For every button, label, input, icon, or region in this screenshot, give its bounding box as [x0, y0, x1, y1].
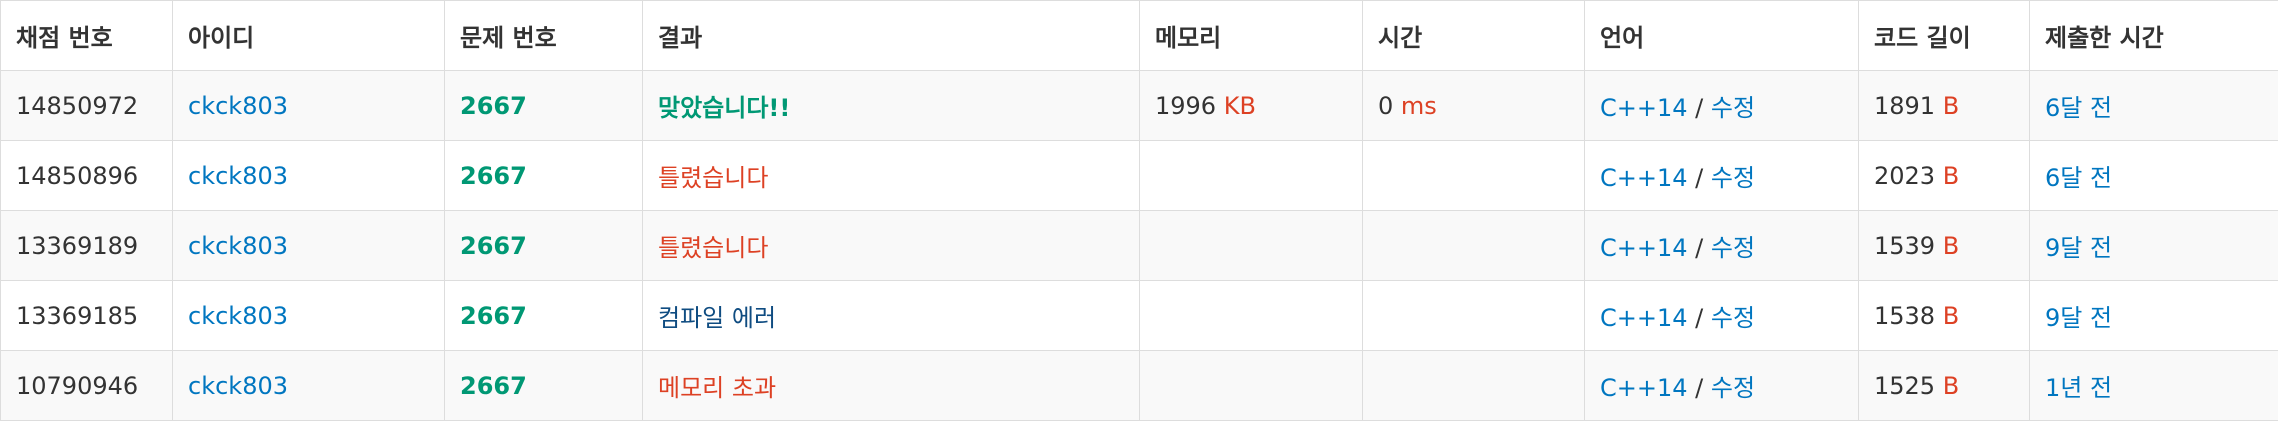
problem-link[interactable]: 2667	[460, 162, 527, 190]
language-link[interactable]: C++14	[1600, 94, 1688, 122]
time-cell	[1363, 141, 1585, 211]
code-length-cell: 1891 B	[1859, 71, 2030, 141]
header-time: 시간	[1363, 1, 1585, 71]
header-result: 결과	[643, 1, 1140, 71]
code-length-value: 1538	[1874, 302, 1935, 330]
user-link[interactable]: ckck803	[188, 302, 288, 330]
code-length-unit: B	[1943, 372, 1959, 400]
header-language: 언어	[1585, 1, 1859, 71]
code-length-cell: 1539 B	[1859, 211, 2030, 281]
user-link[interactable]: ckck803	[188, 162, 288, 190]
code-length-cell: 1538 B	[1859, 281, 2030, 351]
edit-link[interactable]: 수정	[1711, 164, 1755, 192]
time-cell: 0 ms	[1363, 71, 1585, 141]
time-cell	[1363, 211, 1585, 281]
result-wrong-answer: 틀렸습니다	[658, 164, 768, 192]
submission-id: 10790946	[1, 351, 173, 421]
edit-link[interactable]: 수정	[1711, 374, 1755, 402]
user-link[interactable]: ckck803	[188, 372, 288, 400]
language-cell: C++14 / 수정	[1585, 281, 1859, 351]
problem-link[interactable]: 2667	[460, 232, 527, 260]
memory-cell	[1140, 211, 1363, 281]
header-row: 채점 번호 아이디 문제 번호 결과 메모리 시간 언어 코드 길이 제출한 시…	[1, 1, 2278, 71]
table-row: 13369189 ckck803 2667 틀렸습니다 C++14 / 수정 1…	[1, 211, 2278, 281]
memory-cell: 1996 KB	[1140, 71, 1363, 141]
language-cell: C++14 / 수정	[1585, 141, 1859, 211]
language-separator: /	[1695, 234, 1703, 262]
problem-link[interactable]: 2667	[460, 302, 527, 330]
code-length-value: 2023	[1874, 162, 1935, 190]
memory-cell	[1140, 351, 1363, 421]
header-problem-id: 문제 번호	[445, 1, 643, 71]
result-memory-limit-exceeded: 메모리 초과	[658, 374, 776, 402]
header-code-length: 코드 길이	[1859, 1, 2030, 71]
result-compile-error[interactable]: 컴파일 에러	[658, 304, 776, 332]
submitted-time-link[interactable]: 9달 전	[2045, 234, 2112, 262]
submitted-time-link[interactable]: 1년 전	[2045, 374, 2112, 402]
submitted-time-link[interactable]: 6달 전	[2045, 94, 2112, 122]
result-wrong-answer: 틀렸습니다	[658, 234, 768, 262]
time-cell	[1363, 351, 1585, 421]
result-accepted: 맞았습니다!!	[658, 94, 790, 122]
code-length-cell: 1525 B	[1859, 351, 2030, 421]
header-memory: 메모리	[1140, 1, 1363, 71]
submitted-time-link[interactable]: 9달 전	[2045, 304, 2112, 332]
header-user-id: 아이디	[173, 1, 445, 71]
submission-id: 14850972	[1, 71, 173, 141]
memory-cell	[1140, 281, 1363, 351]
code-length-unit: B	[1943, 232, 1959, 260]
user-link[interactable]: ckck803	[188, 92, 288, 120]
time-cell	[1363, 281, 1585, 351]
user-link[interactable]: ckck803	[188, 232, 288, 260]
language-separator: /	[1695, 304, 1703, 332]
problem-link[interactable]: 2667	[460, 92, 527, 120]
language-link[interactable]: C++14	[1600, 234, 1688, 262]
submission-id: 14850896	[1, 141, 173, 211]
language-link[interactable]: C++14	[1600, 304, 1688, 332]
language-cell: C++14 / 수정	[1585, 211, 1859, 281]
language-separator: /	[1695, 94, 1703, 122]
code-length-unit: B	[1943, 92, 1959, 120]
table-row: 14850896 ckck803 2667 틀렸습니다 C++14 / 수정 2…	[1, 141, 2278, 211]
submission-id: 13369185	[1, 281, 173, 351]
language-link[interactable]: C++14	[1600, 164, 1688, 192]
language-link[interactable]: C++14	[1600, 374, 1688, 402]
table-row: 13369185 ckck803 2667 컴파일 에러 C++14 / 수정 …	[1, 281, 2278, 351]
code-length-unit: B	[1943, 302, 1959, 330]
edit-link[interactable]: 수정	[1711, 234, 1755, 262]
code-length-value: 1525	[1874, 372, 1935, 400]
table-body: 14850972 ckck803 2667 맞았습니다!! 1996 KB 0 …	[1, 71, 2278, 421]
language-separator: /	[1695, 374, 1703, 402]
table-row: 10790946 ckck803 2667 메모리 초과 C++14 / 수정 …	[1, 351, 2278, 421]
problem-link[interactable]: 2667	[460, 372, 527, 400]
header-submitted-at: 제출한 시간	[2030, 1, 2278, 71]
code-length-value: 1539	[1874, 232, 1935, 260]
edit-link[interactable]: 수정	[1711, 304, 1755, 332]
header-submission-id: 채점 번호	[1, 1, 173, 71]
code-length-unit: B	[1943, 162, 1959, 190]
memory-value: 1996	[1155, 92, 1216, 120]
code-length-cell: 2023 B	[1859, 141, 2030, 211]
code-length-value: 1891	[1874, 92, 1935, 120]
memory-unit: KB	[1224, 92, 1256, 120]
language-separator: /	[1695, 164, 1703, 192]
time-value: 0	[1378, 92, 1393, 120]
submission-id: 13369189	[1, 211, 173, 281]
edit-link[interactable]: 수정	[1711, 94, 1755, 122]
language-cell: C++14 / 수정	[1585, 351, 1859, 421]
table-header: 채점 번호 아이디 문제 번호 결과 메모리 시간 언어 코드 길이 제출한 시…	[1, 1, 2278, 71]
time-unit: ms	[1401, 92, 1437, 120]
submitted-time-link[interactable]: 6달 전	[2045, 164, 2112, 192]
table-row: 14850972 ckck803 2667 맞았습니다!! 1996 KB 0 …	[1, 71, 2278, 141]
memory-cell	[1140, 141, 1363, 211]
language-cell: C++14 / 수정	[1585, 71, 1859, 141]
